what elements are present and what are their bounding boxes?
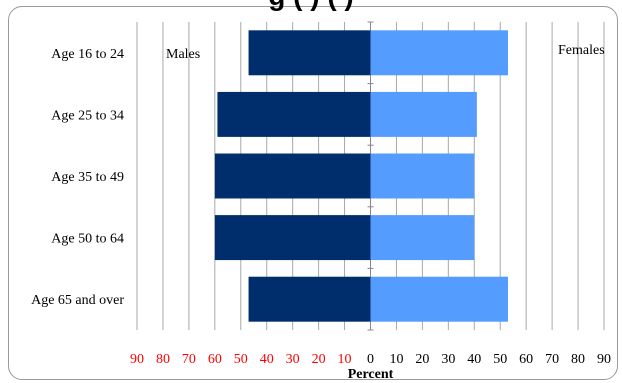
x-tick-label: 60 (519, 352, 533, 367)
category-label: Age 65 and over (31, 293, 124, 308)
x-tick-label: 40 (467, 352, 481, 367)
x-axis-title: Percent (348, 367, 394, 382)
x-tick-label: 0 (367, 352, 374, 367)
bar-females-2 (370, 91, 477, 137)
x-tick-label: 60 (208, 352, 222, 367)
bar-males-4 (214, 215, 371, 261)
x-tick-label: 50 (234, 352, 248, 367)
x-tick-label: 80 (156, 352, 170, 367)
bar-males-2 (217, 91, 371, 137)
x-tick-label: 80 (571, 352, 585, 367)
series-label-males: Males (166, 47, 200, 62)
x-tick-label: 70 (545, 352, 559, 367)
category-label: Age 25 to 34 (51, 108, 124, 123)
x-tick-label: 20 (415, 352, 429, 367)
x-tick-label: 40 (260, 352, 274, 367)
bar-females-1 (370, 30, 509, 76)
x-tick-label: 10 (389, 352, 403, 367)
bar-males-1 (248, 30, 371, 76)
series-label-females: Females (558, 43, 605, 58)
bar-males-3 (214, 153, 371, 199)
bar-females-4 (370, 215, 475, 261)
x-tick-label: 70 (182, 352, 196, 367)
category-label: Age 50 to 64 (51, 232, 124, 247)
bar-females-3 (370, 153, 475, 199)
chart-title: g (ʼ) (ʼ) (0, 0, 622, 12)
category-label: Age 16 to 24 (51, 47, 124, 62)
x-tick-label: 90 (597, 352, 611, 367)
x-tick-label: 30 (286, 352, 300, 367)
x-tick-label: 50 (493, 352, 507, 367)
category-label: Age 35 to 49 (51, 170, 124, 185)
x-tick-label: 20 (312, 352, 326, 367)
bar-females-5 (370, 276, 509, 322)
x-tick-label: 90 (130, 352, 144, 367)
x-tick-label: 10 (338, 352, 352, 367)
bar-males-5 (248, 276, 371, 322)
x-tick-label: 30 (441, 352, 455, 367)
